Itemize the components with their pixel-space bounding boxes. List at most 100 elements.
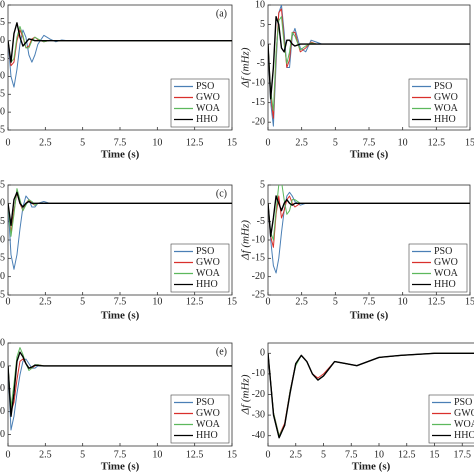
y-tick-label: 0 <box>0 360 5 371</box>
x-tick-label: 10 <box>152 449 162 460</box>
x-tick-label: 15 <box>465 137 474 148</box>
y-tick-label: -10 <box>252 77 265 88</box>
lines <box>8 22 232 88</box>
legend-label: PSO <box>434 81 452 92</box>
y-tick-label: -10 <box>252 234 265 245</box>
y-tick-label: -30 <box>252 409 265 420</box>
x-axis-label: Time (s) <box>101 149 140 161</box>
y-tick-label: -15 <box>0 89 5 100</box>
y-tick-label: -15 <box>0 253 5 264</box>
y-tick-label: -20 <box>0 406 5 417</box>
x-axis-label: Time (s) <box>350 149 389 161</box>
x-tick-label: 17.5 <box>454 449 472 460</box>
legend-label: HHO <box>196 430 218 441</box>
y-tick-label: 0 <box>0 198 5 209</box>
legend-label: GWO <box>196 257 220 268</box>
y-tick-label: 10 <box>0 337 5 348</box>
y-tick-label: -20 <box>252 389 265 400</box>
legend-label: PSO <box>454 397 472 408</box>
x-tick-label: 10 <box>374 449 384 460</box>
x-tick-label: 0 <box>266 137 271 148</box>
panel: 0 2.5 5 7.5 10 12.5 15 17.5 -40 -30 -20 -10 0 PSOGWOW… <box>240 342 474 473</box>
x-tick-label: 12.5 <box>186 296 204 307</box>
y-tick-label: 5 <box>260 19 265 30</box>
legend-label: PSO <box>196 246 214 257</box>
y-axis-label: Δf (mHz) <box>240 47 252 88</box>
x-axis-label: Time (s) <box>101 461 140 473</box>
y-tick-label: -5 <box>0 216 5 227</box>
legend-label: PSO <box>196 81 214 92</box>
y-tick-label: -30 <box>0 429 5 440</box>
x-tick-label: 2.5 <box>295 137 308 148</box>
lines <box>268 185 470 274</box>
panel-label: (e) <box>216 346 227 357</box>
x-tick-label: 12.5 <box>186 137 204 148</box>
x-tick-label: 0 <box>6 137 11 148</box>
x-tick-label: 15 <box>227 137 237 148</box>
legend-label: GWO <box>196 408 220 419</box>
legend-label: WOA <box>196 268 221 279</box>
x-tick-label: 5 <box>80 296 85 307</box>
y-tick-label: -15 <box>252 97 265 108</box>
y-tick-label: -5 <box>257 58 265 69</box>
legend-label: PSO <box>434 246 452 257</box>
panel: 0 2.5 5 7.5 10 12.5 15 -25 -20 -15 -10 -5 0 5 PSOGWOWO… <box>240 179 474 321</box>
x-tick-label: 15 <box>227 449 237 460</box>
x-tick-label: 7.5 <box>114 137 127 148</box>
y-tick-label: -20 <box>252 271 265 282</box>
x-tick-label: 12.5 <box>428 137 446 148</box>
x-tick-label: 2.5 <box>39 137 52 148</box>
series-line <box>8 22 232 63</box>
legend-label: WOA <box>196 103 221 114</box>
y-tick-label: -10 <box>0 234 5 245</box>
x-tick-label: 0 <box>266 296 271 307</box>
legend-label: WOA <box>196 419 221 430</box>
legend-label: HHO <box>434 279 456 290</box>
x-tick-label: 7.5 <box>114 296 127 307</box>
y-tick-label: 0 <box>260 348 265 359</box>
y-tick-label: 0 <box>260 198 265 209</box>
x-tick-label: 12.5 <box>428 296 446 307</box>
x-tick-label: 10 <box>152 137 162 148</box>
legend-label: GWO <box>454 408 474 419</box>
x-tick-label: 15 <box>465 296 474 307</box>
panel: 0 2.5 5 7.5 10 12.5 15 -30 -20 -10 0 10 PSOGWOWOAHHO… <box>0 337 237 472</box>
legend-label: PSO <box>196 397 214 408</box>
y-tick-label: -10 <box>0 71 5 82</box>
x-tick-label: 0 <box>266 449 271 460</box>
x-tick-label: 7.5 <box>345 449 358 460</box>
legend-label: HHO <box>434 114 456 125</box>
y-axis-label: Δf (mHz) <box>240 220 252 261</box>
x-axis-label: Time (s) <box>350 310 389 322</box>
y-tick-label: -5 <box>257 216 265 227</box>
legend-label: GWO <box>434 257 458 268</box>
x-tick-label: 5 <box>333 296 338 307</box>
legend-label: HHO <box>196 114 218 125</box>
y-tick-label: -20 <box>0 271 5 282</box>
y-tick-label: -10 <box>0 383 5 394</box>
y-tick-label: -25 <box>0 289 5 300</box>
legend-label: WOA <box>434 103 459 114</box>
y-tick-label: -10 <box>252 368 265 379</box>
lines <box>8 188 232 270</box>
x-tick-label: 7.5 <box>114 449 127 460</box>
y-tick-label: -25 <box>0 124 5 135</box>
y-tick-label: 5 <box>260 179 265 190</box>
legend-label: HHO <box>454 430 474 441</box>
x-tick-label: 2.5 <box>290 449 303 460</box>
x-tick-label: 10 <box>398 137 408 148</box>
y-tick-label: 10 <box>255 0 265 10</box>
x-tick-label: 2.5 <box>39 449 52 460</box>
lines <box>8 347 232 431</box>
y-tick-label: 0 <box>0 35 5 46</box>
series-line <box>268 195 470 238</box>
legend-label: WOA <box>454 419 474 430</box>
y-tick-label: 0 <box>260 38 265 49</box>
x-tick-label: 2.5 <box>295 296 308 307</box>
panel: 0 2.5 5 7.5 10 12.5 15 -20 -15 -10 -5 0 5 10 PSOGWOWOA… <box>240 0 474 161</box>
x-tick-label: 2.5 <box>39 296 52 307</box>
y-tick-label: 10 <box>0 0 5 10</box>
lines <box>268 352 474 439</box>
x-tick-label: 10 <box>398 296 408 307</box>
